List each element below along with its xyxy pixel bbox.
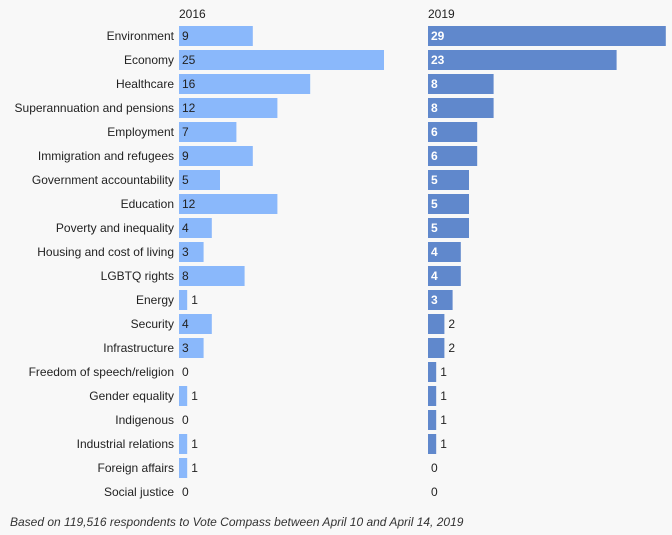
data-label: 8 [431, 77, 438, 91]
data-label: 0 [182, 485, 189, 499]
data-label: 25 [182, 53, 196, 67]
bar [428, 266, 461, 286]
category-label: Environment [107, 29, 175, 43]
category-label: LGBTQ rights [101, 269, 174, 283]
data-label: 12 [182, 197, 196, 211]
data-label: 8 [431, 101, 438, 115]
data-label: 3 [182, 245, 189, 259]
bar [179, 314, 212, 334]
bar [428, 290, 453, 310]
data-label: 4 [182, 221, 189, 235]
data-label: 3 [431, 293, 438, 307]
bar [428, 146, 478, 166]
series-header: 2016 [179, 7, 206, 21]
bar [428, 74, 494, 94]
data-label: 16 [182, 77, 196, 91]
bar [179, 50, 384, 70]
data-label: 2 [448, 341, 455, 355]
data-label: 1 [440, 413, 447, 427]
bar [179, 386, 188, 406]
category-label: Freedom of speech/religion [29, 365, 174, 379]
category-label: Indigenous [115, 413, 174, 427]
bar [179, 74, 311, 94]
bar [179, 170, 220, 190]
data-label: 6 [431, 125, 438, 139]
data-label: 5 [431, 197, 438, 211]
data-label: 4 [431, 245, 438, 259]
data-label: 2 [448, 317, 455, 331]
category-label: Superannuation and pensions [15, 101, 174, 115]
bar [428, 218, 469, 238]
footnote: Based on 119,516 respondents to Vote Com… [10, 515, 464, 529]
data-label: 29 [431, 29, 445, 43]
data-label: 0 [431, 485, 438, 499]
data-label: 23 [431, 53, 445, 67]
series-header: 2019 [428, 7, 455, 21]
bar-chart: Environment Economy Healthcare Superannuati… [15, 7, 666, 499]
bar [428, 362, 437, 382]
bar [428, 170, 469, 190]
bar [179, 266, 245, 286]
bar [428, 26, 666, 46]
data-label: 9 [182, 29, 189, 43]
category-label: Economy [124, 53, 174, 67]
category-label: Security [131, 317, 174, 331]
bar [179, 122, 237, 142]
data-label: 5 [182, 173, 189, 187]
data-label: 0 [431, 461, 438, 475]
bar [428, 314, 445, 334]
bar [428, 50, 617, 70]
bar [179, 26, 253, 46]
bar [179, 218, 212, 238]
bar [179, 458, 188, 478]
bar [179, 434, 188, 454]
data-label: 5 [431, 173, 438, 187]
data-label: 4 [431, 269, 438, 283]
bar [179, 290, 188, 310]
category-label: Energy [136, 293, 174, 307]
data-label: 7 [182, 125, 189, 139]
category-label: Healthcare [116, 77, 174, 91]
data-label: 6 [431, 149, 438, 163]
category-label: Education [121, 197, 174, 211]
data-label: 1 [440, 365, 447, 379]
data-label: 0 [182, 413, 189, 427]
bar [428, 122, 478, 142]
data-label: 1 [191, 293, 198, 307]
bar [179, 242, 204, 262]
category-label: Immigration and refugees [38, 149, 174, 163]
data-label: 1 [191, 461, 198, 475]
category-label: Government accountability [32, 173, 174, 187]
data-label: 1 [440, 437, 447, 451]
category-label: Housing and cost of living [37, 245, 174, 259]
category-label: Industrial relations [77, 437, 174, 451]
bar [179, 146, 253, 166]
category-label: Poverty and inequality [56, 221, 174, 235]
category-label: Gender equality [89, 389, 174, 403]
category-label: Foreign affairs [98, 461, 174, 475]
bar [428, 98, 494, 118]
data-label: 12 [182, 101, 196, 115]
bar [428, 410, 437, 430]
category-label: Social justice [104, 485, 174, 499]
data-label: 0 [182, 365, 189, 379]
data-label: 8 [182, 269, 189, 283]
bar [179, 338, 204, 358]
data-label: 9 [182, 149, 189, 163]
bar [428, 338, 445, 358]
bar [428, 386, 437, 406]
bar [179, 194, 278, 214]
data-label: 4 [182, 317, 189, 331]
bar [179, 98, 278, 118]
data-label: 1 [440, 389, 447, 403]
data-label: 5 [431, 221, 438, 235]
bar [428, 194, 469, 214]
category-label: Employment [107, 125, 174, 139]
bar [428, 242, 461, 262]
data-label: 3 [182, 341, 189, 355]
data-label: 1 [191, 389, 198, 403]
bar [428, 434, 437, 454]
category-label: Infrastructure [103, 341, 174, 355]
data-label: 1 [191, 437, 198, 451]
